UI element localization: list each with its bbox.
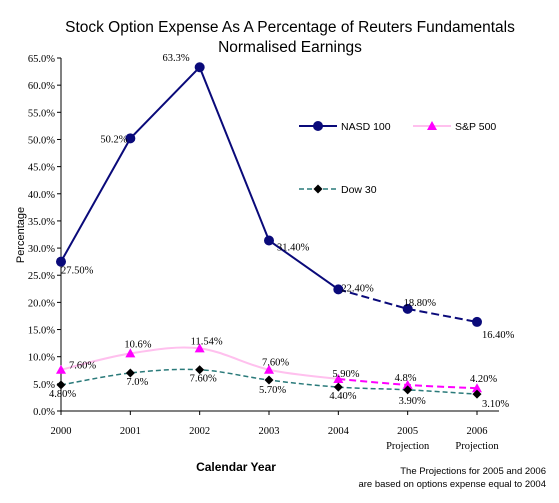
y-tick-label: 25.0% <box>28 271 55 282</box>
nasd-100-data-label: 27.50% <box>61 266 94 277</box>
x-axis: 2000 2001 2002 2003 2004 2005 Projection 2006 Pr… <box>51 410 499 452</box>
sp-500-point <box>402 379 413 389</box>
sp-500-point <box>333 373 344 383</box>
dow-30-point <box>56 380 66 390</box>
footnote-line-1: The Projections for 2005 and 2006 <box>400 466 546 477</box>
legend: NASD 100 S&P 500 Dow 30 <box>299 121 496 196</box>
dow-30-data-label: 4.40% <box>329 391 356 402</box>
y-tick-label: 60.0% <box>28 81 55 92</box>
chart-title-line-2: Normalised Earnings <box>218 39 362 56</box>
y-tick-label: 30.0% <box>28 244 55 255</box>
sp-500-point <box>56 364 66 374</box>
nasd-100-point <box>472 316 482 327</box>
dow-30-point <box>333 382 343 392</box>
sp-500-data-label: 4.20% <box>470 374 497 385</box>
x-tick-label: 2006 <box>467 426 488 437</box>
y-tick-label: 15.0% <box>28 326 55 337</box>
y-tick-label: 20.0% <box>28 298 55 309</box>
chart-title-line-1: Stock Option Expense As A Percentage of … <box>65 19 515 36</box>
y-tick-label: 10.0% <box>28 353 55 364</box>
dow-30-point <box>403 385 413 395</box>
nasd-100-data-label: 31.40% <box>277 242 310 253</box>
y-tick-label: 40.0% <box>28 190 55 201</box>
y-tick-label: 65.0% <box>28 54 55 65</box>
x-tick-label: 2004 <box>328 426 350 437</box>
dow-30-data-label: 7.60% <box>190 374 217 385</box>
nasd-100-data-label: 18.80% <box>404 298 437 309</box>
sp-500-point <box>125 348 136 358</box>
nasd-100-data-label: 16.40% <box>482 330 515 341</box>
nasd-100-data-label: 22.40% <box>341 283 374 294</box>
y-axis: 0.0% 5.0% 10.0% 15.0% 20.0% 25.0% 30.0% 35.0% 40… <box>28 54 62 418</box>
legend-item-nasd-100-label: NASD 100 <box>341 121 391 133</box>
sp-500-data-label: 7.60% <box>262 358 289 369</box>
y-tick-label: 55.0% <box>28 108 55 119</box>
data-labels: 27.50% 50.2% 63.3% 31.40% 22.40% 18.80% 16.40%… <box>49 53 515 410</box>
x-tick-label: 2005 <box>397 426 418 437</box>
y-axis-title: Percentage <box>15 207 27 263</box>
sp-500-data-label: 11.54% <box>191 336 223 347</box>
sp-500-point <box>472 383 482 393</box>
sp-500-point <box>264 364 274 374</box>
nasd-100-point <box>333 284 344 295</box>
y-tick-label: 35.0% <box>28 217 55 228</box>
x-axis-title: Calendar Year <box>196 460 276 474</box>
x-tick-label: 2003 <box>259 426 280 437</box>
x-tick-label: 2002 <box>189 426 210 437</box>
x-tick-sublabel: Projection <box>455 441 499 452</box>
dow-30-data-label: 4.80% <box>49 389 76 400</box>
dow-30-point <box>264 375 274 385</box>
y-tick-label: 0.0% <box>33 407 55 418</box>
nasd-100-line <box>60 65 339 291</box>
sp-500-data-label: 10.6% <box>124 339 151 350</box>
sp-500-data-label: 4.8% <box>395 373 417 384</box>
x-tick-label: 2001 <box>120 426 141 437</box>
y-tick-label: 45.0% <box>28 163 55 174</box>
sp-500-point <box>194 343 205 353</box>
nasd-100-point <box>56 256 66 267</box>
dow-30-point <box>472 389 482 399</box>
y-tick-label: 5.0% <box>33 380 55 391</box>
dow-30-data-label: 3.10% <box>482 399 509 410</box>
dow-30-data-label: 3.90% <box>399 396 426 407</box>
nasd-100-point <box>194 62 205 73</box>
legend-item-sp-500-label: S&P 500 <box>455 121 496 133</box>
legend-item-dow-30-label: Dow 30 <box>341 184 377 196</box>
x-tick-sublabel: Projection <box>386 441 430 452</box>
nasd-100-point <box>264 235 274 246</box>
nasd-100-data-label: 50.2% <box>100 134 127 145</box>
nasd-100-point <box>402 303 413 314</box>
footnote-line-2: are based on options expense equal to 20… <box>358 479 546 490</box>
legend-item-nasd-100: NASD 100 <box>299 121 391 133</box>
sp-500-data-label: 5.90% <box>332 369 359 380</box>
x-tick-label: 2000 <box>51 426 72 437</box>
nasd-100-point <box>125 133 136 144</box>
series-markers <box>56 62 482 399</box>
nasd-100-data-label: 63.3% <box>163 53 190 64</box>
legend-item-sp-500: S&P 500 <box>413 121 496 133</box>
legend-item-dow-30: Dow 30 <box>299 184 377 196</box>
dow-30-data-label: 7.0% <box>126 377 148 388</box>
dow-30-data-label: 5.70% <box>259 385 286 396</box>
sp-500-data-label: 7.60% <box>69 361 96 372</box>
y-tick-label: 50.0% <box>28 135 55 146</box>
dow-30-point <box>195 365 205 375</box>
dow-30-point <box>125 368 135 378</box>
